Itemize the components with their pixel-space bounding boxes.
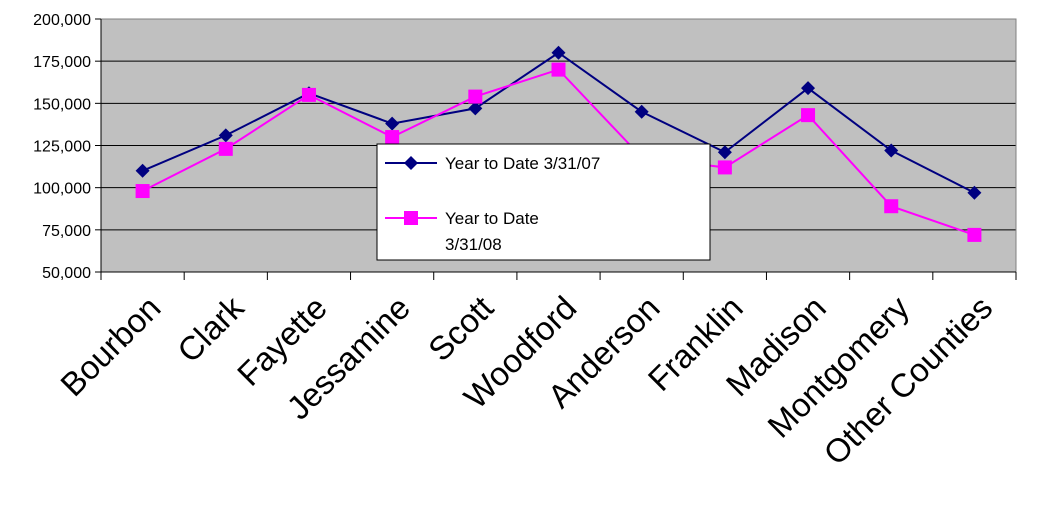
legend-label-1: Year to Date 3/31/07 bbox=[445, 154, 600, 173]
series-group bbox=[135, 45, 982, 242]
y-tick-label: 100,000 bbox=[33, 181, 91, 198]
y-tick-label: 200,000 bbox=[33, 12, 91, 29]
data-point-series-1 bbox=[717, 145, 732, 160]
data-point-series-2 bbox=[551, 62, 566, 77]
data-point-series-2 bbox=[717, 160, 732, 175]
data-point-series-1 bbox=[801, 81, 816, 96]
data-point-series-2 bbox=[468, 89, 483, 104]
data-point-series-1 bbox=[468, 101, 483, 116]
data-point-series-2 bbox=[385, 130, 400, 145]
data-point-series-2 bbox=[801, 108, 816, 123]
legend: Year to Date 3/31/07 Year to Date 3/31/08 bbox=[376, 143, 711, 261]
data-point-series-2 bbox=[967, 227, 982, 242]
data-point-series-1 bbox=[551, 45, 566, 60]
data-point-series-1 bbox=[385, 116, 400, 131]
y-tick-label: 150,000 bbox=[33, 96, 91, 113]
x-tick-label: Bourbon bbox=[53, 289, 167, 403]
y-axis: 50,000 75,000 100,000 125,000 150,000 175,000… bbox=[33, 12, 102, 282]
x-tick-label: Scott bbox=[421, 289, 500, 368]
y-tick-label: 50,000 bbox=[42, 265, 91, 282]
y-tick-label: 175,000 bbox=[33, 54, 91, 71]
data-point-series-2 bbox=[135, 184, 150, 199]
data-point-series-2 bbox=[884, 199, 899, 214]
legend-label-2: 3/31/08 bbox=[445, 235, 502, 254]
data-point-series-1 bbox=[884, 143, 899, 158]
data-point-series-1 bbox=[218, 128, 233, 143]
legend-marker-1 bbox=[404, 156, 418, 170]
y-tick-label: 75,000 bbox=[42, 223, 91, 240]
y-tick-label: 125,000 bbox=[33, 139, 91, 156]
legend-label-2: Year to Date bbox=[445, 209, 539, 228]
data-point-series-1 bbox=[135, 163, 150, 178]
legend-marker-2 bbox=[404, 211, 418, 225]
data-point-series-2 bbox=[218, 141, 233, 156]
data-point-series-1 bbox=[634, 104, 649, 119]
data-point-series-2 bbox=[301, 87, 316, 102]
data-point-series-1 bbox=[967, 185, 982, 200]
